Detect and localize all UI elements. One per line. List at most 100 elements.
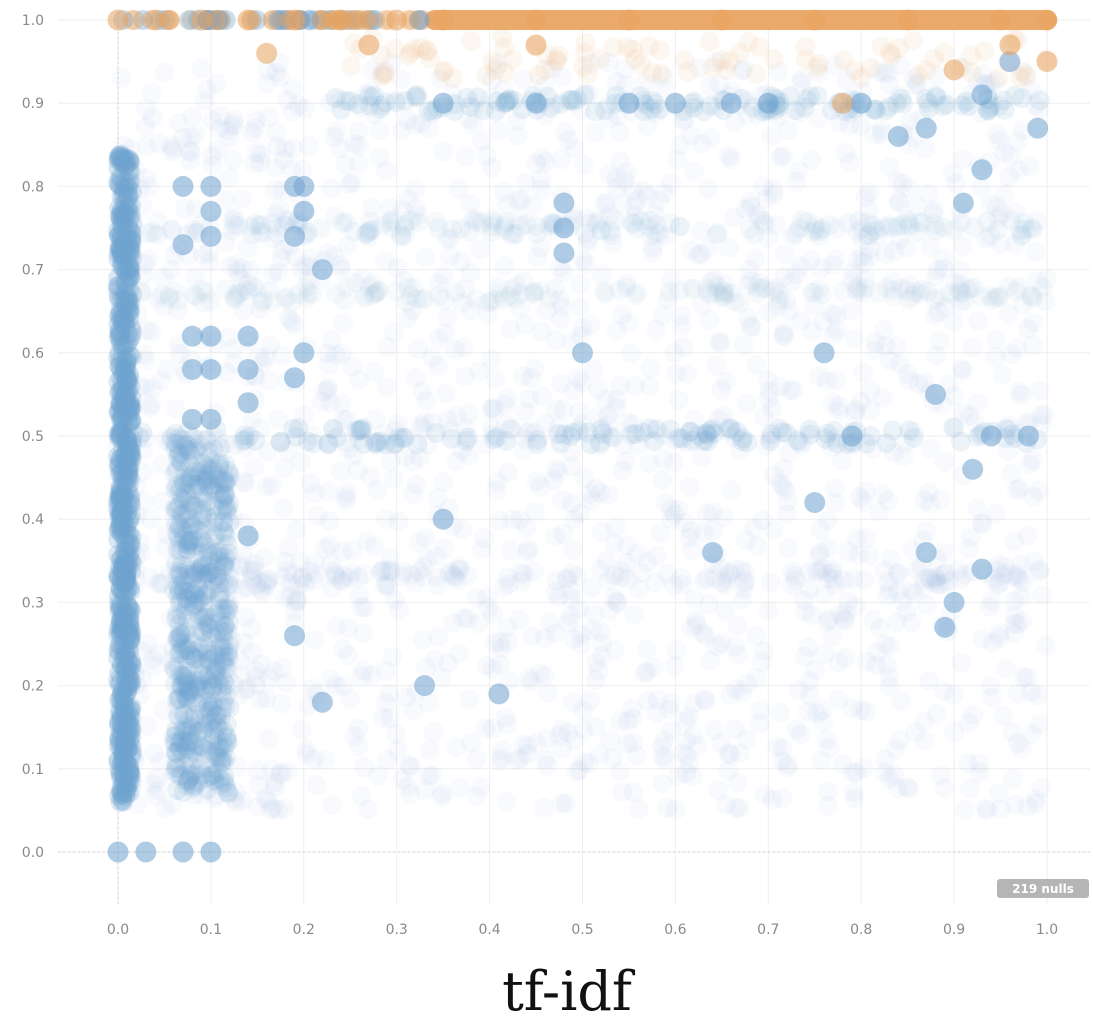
haze-point — [836, 602, 857, 623]
haze-point — [969, 762, 990, 783]
haze-point — [664, 656, 685, 677]
haze-point — [681, 520, 702, 541]
column-point — [117, 682, 138, 703]
haze-point — [132, 668, 153, 689]
haze-point — [212, 540, 233, 561]
haze-point — [951, 652, 972, 673]
haze-point — [150, 751, 171, 772]
haze-point — [284, 314, 305, 335]
haze-point — [622, 708, 643, 729]
column-point — [119, 397, 140, 418]
band-point — [621, 424, 642, 445]
column-point — [121, 247, 142, 268]
haze-point — [765, 215, 786, 236]
haze-point — [896, 601, 917, 622]
haze-point — [981, 590, 1002, 611]
haze-point — [367, 765, 388, 786]
haze-point — [655, 749, 676, 770]
haze-point — [362, 60, 383, 81]
haze-point — [906, 559, 927, 580]
column-point — [119, 445, 140, 466]
haze-point — [617, 733, 638, 754]
haze-point — [799, 579, 820, 600]
column-point — [120, 377, 141, 398]
haze-point — [819, 608, 840, 629]
haze-point — [725, 798, 746, 819]
haze-point — [608, 593, 629, 614]
haze-point — [351, 597, 372, 618]
haze-point — [183, 508, 204, 529]
haze-point — [774, 266, 795, 287]
haze-point — [664, 504, 685, 525]
haze-point — [567, 367, 588, 388]
haze-point — [403, 700, 424, 721]
haze-point — [950, 568, 971, 589]
haze-point — [320, 393, 341, 414]
column-point — [115, 312, 136, 333]
haze-point — [687, 735, 708, 756]
haze-point — [675, 109, 696, 130]
haze-point — [167, 300, 188, 321]
haze-point — [779, 300, 800, 321]
haze-point — [155, 798, 176, 819]
band-point — [257, 575, 278, 596]
haze-point — [230, 664, 251, 685]
band-point — [823, 420, 844, 441]
haze-point — [223, 435, 244, 456]
column-point — [110, 506, 131, 527]
haze-point — [864, 124, 885, 145]
column-point — [116, 713, 137, 734]
haze-point — [189, 681, 210, 702]
haze-point — [108, 463, 129, 484]
column-point — [115, 583, 136, 604]
haze-point — [278, 440, 299, 461]
band-point — [617, 569, 638, 590]
haze-point — [800, 685, 821, 706]
haze-point — [864, 340, 885, 361]
haze-point — [171, 451, 192, 472]
haze-point — [692, 622, 713, 643]
band-point — [396, 291, 417, 312]
column-point — [120, 625, 141, 646]
haze-point — [615, 170, 636, 191]
column-point — [111, 686, 132, 707]
haze-point — [771, 750, 792, 771]
haze-point — [622, 698, 643, 719]
haze-point — [810, 542, 831, 563]
haze-point — [410, 447, 431, 468]
haze-point — [223, 674, 244, 695]
haze-point — [934, 681, 955, 702]
haze-point — [207, 139, 228, 160]
haze-point — [217, 469, 238, 490]
column-point — [210, 637, 231, 658]
column-point — [112, 177, 133, 198]
haze-point — [846, 528, 867, 549]
haze-point — [729, 798, 750, 819]
haze-point — [795, 601, 816, 622]
haze-point — [426, 546, 447, 567]
haze-point — [139, 397, 160, 418]
column-point — [111, 385, 132, 406]
column-point — [119, 699, 140, 720]
band-point — [353, 564, 374, 585]
column-point — [113, 147, 134, 168]
haze-point — [638, 185, 659, 206]
column-point — [116, 580, 137, 601]
column-point — [111, 148, 132, 169]
scatter-point — [432, 92, 454, 114]
y-tick-label: 0.4 — [22, 512, 44, 528]
column-point — [111, 692, 132, 713]
column-point — [173, 667, 194, 688]
scatter-point — [311, 691, 333, 713]
haze-point — [247, 796, 268, 817]
haze-point — [432, 783, 453, 804]
haze-point — [187, 770, 208, 791]
column-point — [112, 621, 133, 642]
haze-point — [610, 375, 631, 396]
column-point — [109, 225, 130, 246]
haze-point — [552, 793, 573, 814]
haze-point — [982, 687, 1003, 708]
band-point — [891, 88, 912, 109]
haze-point — [324, 126, 345, 147]
haze-point — [497, 388, 518, 409]
